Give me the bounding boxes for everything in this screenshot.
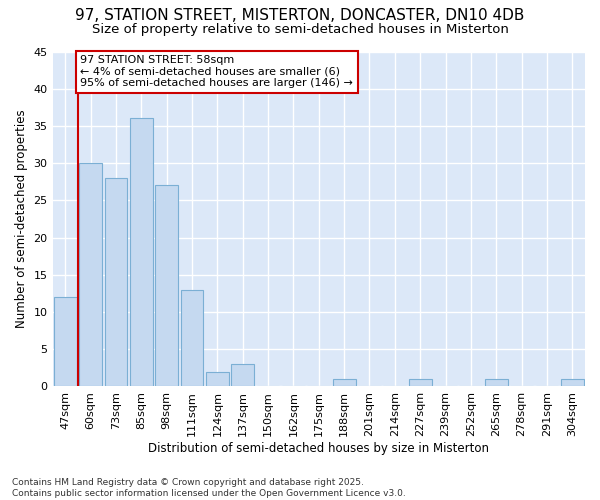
Bar [333, 379, 356, 386]
Text: 97 STATION STREET: 58sqm
← 4% of semi-detached houses are smaller (6)
95% of sem: 97 STATION STREET: 58sqm ← 4% of semi-de… [80, 55, 353, 88]
Bar [181, 290, 203, 386]
Y-axis label: Number of semi-detached properties: Number of semi-detached properties [15, 110, 28, 328]
Text: 97, STATION STREET, MISTERTON, DONCASTER, DN10 4DB: 97, STATION STREET, MISTERTON, DONCASTER… [76, 8, 524, 22]
Bar [231, 364, 254, 386]
Text: Contains HM Land Registry data © Crown copyright and database right 2025.
Contai: Contains HM Land Registry data © Crown c… [12, 478, 406, 498]
Bar [104, 178, 127, 386]
X-axis label: Distribution of semi-detached houses by size in Misterton: Distribution of semi-detached houses by … [148, 442, 489, 455]
Bar [130, 118, 152, 386]
Bar [206, 372, 229, 386]
Bar [561, 379, 584, 386]
Text: Size of property relative to semi-detached houses in Misterton: Size of property relative to semi-detach… [92, 22, 508, 36]
Bar [79, 163, 102, 386]
Bar [409, 379, 431, 386]
Bar [155, 186, 178, 386]
Bar [54, 297, 77, 386]
Bar [485, 379, 508, 386]
